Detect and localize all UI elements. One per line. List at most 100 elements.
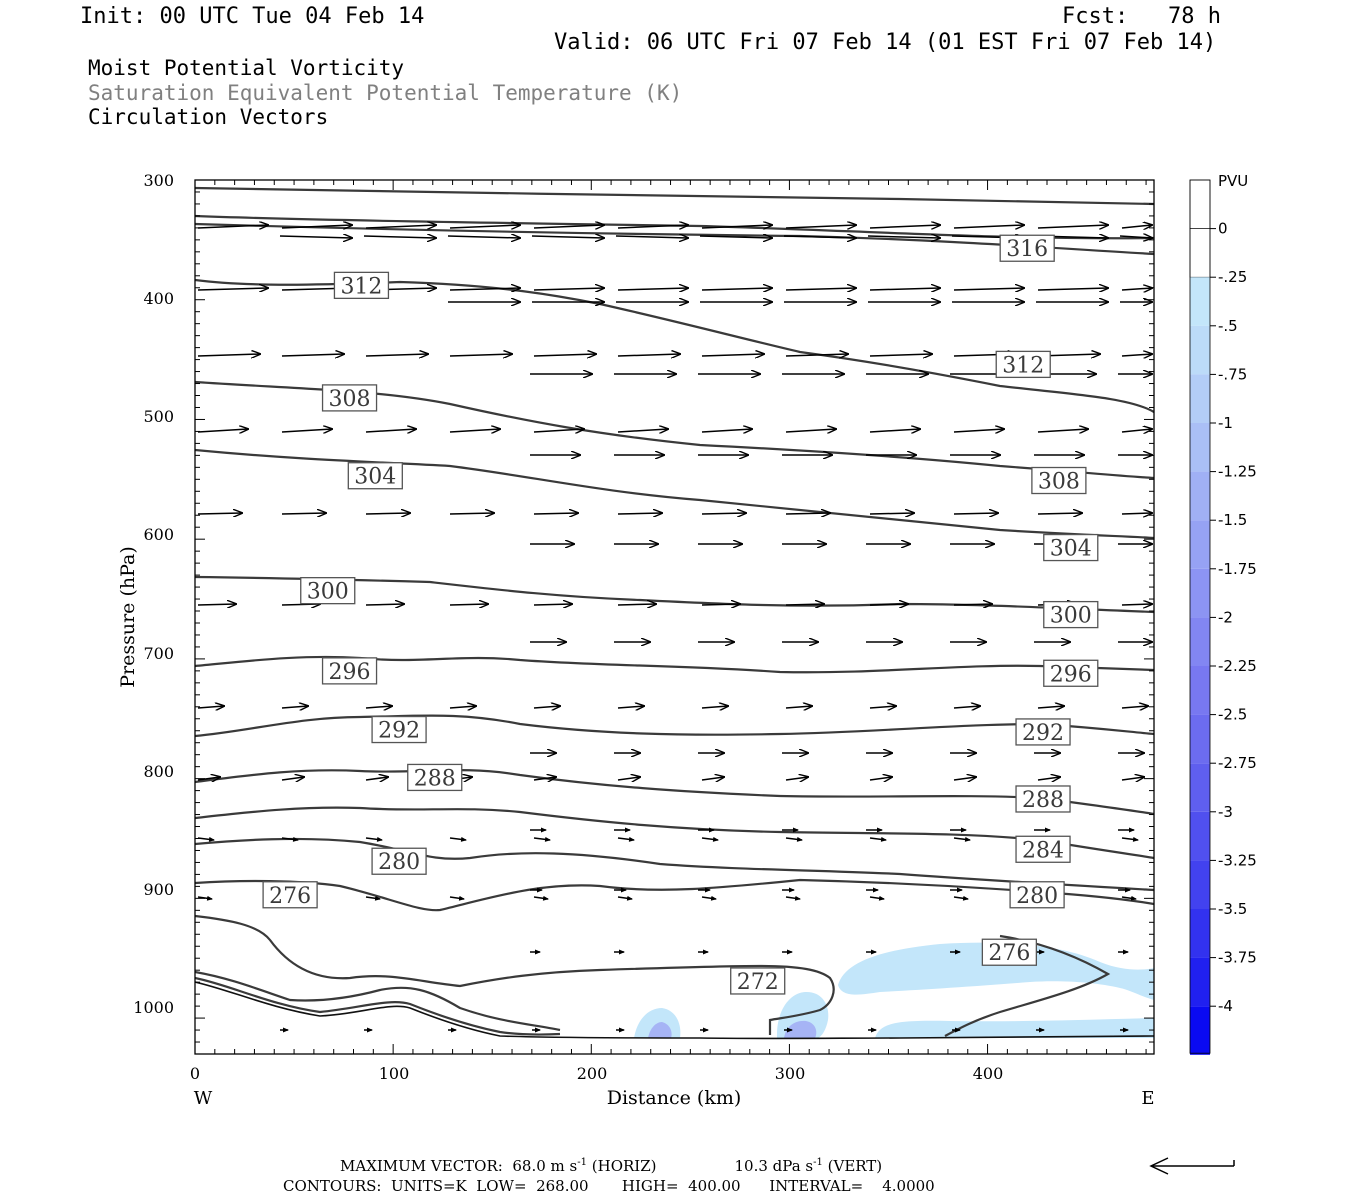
- colorbar-swatch: [1190, 277, 1210, 326]
- colorbar-label: -4: [1218, 997, 1233, 1015]
- circulation-vector: [1121, 706, 1148, 708]
- circulation-vector: [365, 513, 410, 514]
- contour-line: [195, 448, 1154, 540]
- circulation-vector: [869, 354, 932, 356]
- circulation-vector: [365, 354, 428, 356]
- circulation-vector: [785, 604, 824, 605]
- contour-label: 304: [354, 465, 396, 490]
- circulation-vector: [953, 604, 992, 605]
- colorbar-label: -2: [1218, 608, 1233, 626]
- contour-label: 292: [378, 719, 420, 744]
- circulation-vector: [1121, 225, 1152, 228]
- contour-line: [195, 976, 561, 1036]
- circulation-vector: [533, 836, 551, 842]
- y-tick-label: 500: [143, 407, 174, 426]
- contour-label-box: [981, 938, 1038, 966]
- contour-label: 308: [1038, 470, 1080, 495]
- y-tick-label: 800: [143, 762, 174, 781]
- circulation-vector: [1037, 288, 1108, 290]
- x-end-label-east: E: [1141, 1088, 1154, 1109]
- colorbar-swatch: [1190, 666, 1210, 715]
- circulation-vector: [785, 429, 836, 432]
- circulation-vector: [197, 354, 260, 356]
- circulation-vector: [1121, 354, 1152, 356]
- circulation-vector: [617, 354, 680, 356]
- y-axis-ticks: 300 400 500 600 700 800 900 1000: [133, 171, 174, 1017]
- circulation-vector: [1121, 429, 1152, 432]
- circulation-vector: [447, 236, 520, 238]
- contour-label-box: [262, 881, 318, 909]
- circulation-vector: [531, 236, 604, 238]
- circulation-vector: [365, 706, 392, 708]
- colorbar-swatch: [1190, 325, 1210, 375]
- x-tick-label: 400: [973, 1064, 1004, 1083]
- circulation-vector: [953, 777, 976, 780]
- circulation-vector: [1037, 513, 1082, 514]
- contour-label: 296: [1050, 662, 1092, 687]
- colorbar-swatch: [1190, 471, 1210, 521]
- colorbar-label: -1.5: [1218, 511, 1247, 529]
- contour-label: 276: [269, 884, 311, 909]
- circulation-vector: [533, 777, 556, 780]
- circulation-vector: [953, 895, 969, 901]
- circulation-vector: [783, 236, 856, 238]
- circulation-vector: [785, 225, 856, 228]
- circulation-vector: [1121, 604, 1152, 605]
- contour-label-box: [999, 234, 1055, 262]
- contour-line: [195, 981, 1154, 1040]
- circulation-vector: [449, 429, 500, 432]
- colorbar-frame: [1189, 179, 1211, 1054]
- circulation-vector: [869, 777, 892, 780]
- circulation-vector: [1121, 288, 1152, 290]
- contour-labels: 316 312 312 308 308 304 304 300 300 296 296 292 292 2…: [262, 234, 1099, 995]
- circulation-vector: [449, 288, 520, 290]
- contour-label: 312: [340, 274, 382, 299]
- circulation-vector: [197, 429, 248, 432]
- colorbar-label: -3.5: [1218, 900, 1247, 918]
- y-axis-label: Pressure (hPa): [117, 546, 139, 688]
- colorbar-label: -.25: [1218, 268, 1247, 286]
- circulation-vector: [533, 225, 604, 228]
- circulation-vector: [701, 288, 772, 290]
- contour-label-box: [407, 763, 463, 792]
- contour-label: 312: [1002, 353, 1044, 378]
- contour-label: 316: [1006, 237, 1048, 262]
- contour-label-box: [371, 847, 427, 875]
- max-vector-vert-value: 10.3 dPa s: [734, 1157, 814, 1175]
- circulation-vector: [869, 895, 885, 901]
- colorbar-label: -3: [1218, 803, 1233, 821]
- colorbar-label: -2.25: [1218, 657, 1257, 675]
- contour-label: 280: [1016, 884, 1058, 909]
- circulation-vector: [869, 706, 896, 708]
- forecast-hour: Fcst: 78 h: [1062, 4, 1221, 29]
- colorbar-label: -2.75: [1218, 754, 1257, 772]
- y-tick-label: 700: [143, 644, 174, 663]
- circulation-vector: [869, 836, 887, 842]
- circulation-vector: [699, 236, 772, 238]
- circulation-vector: [953, 706, 980, 708]
- contour-label-box: [1043, 533, 1099, 562]
- circulation-vector: [617, 225, 688, 228]
- contour-line: [195, 806, 1154, 860]
- circulation-vector: [197, 706, 224, 708]
- axis-minor-ticks: [194, 179, 1154, 1055]
- x-axis-label: Distance (km): [607, 1087, 742, 1109]
- colorbar-label: -.5: [1218, 317, 1238, 335]
- x-tick-label: 300: [775, 1064, 806, 1083]
- circulation-vector: [701, 895, 717, 901]
- circulation-vector: [867, 236, 940, 238]
- circulation-vector: [197, 777, 220, 780]
- circulation-vector: [953, 836, 971, 842]
- circulation-vector: [533, 604, 572, 605]
- circulation-vector: [953, 513, 998, 514]
- circulation-vector: [197, 513, 242, 514]
- contour-label-box: [347, 462, 403, 490]
- colorbar-units: PVU: [1218, 172, 1248, 190]
- contour-label: 288: [1022, 788, 1064, 813]
- colorbar-swatch: [1190, 617, 1210, 666]
- circulation-vector: [785, 354, 848, 356]
- colorbar-label: 0: [1218, 220, 1228, 238]
- circulation-vector: [363, 236, 436, 238]
- circulation-vector: [1037, 225, 1108, 228]
- circulation-vector: [785, 895, 801, 901]
